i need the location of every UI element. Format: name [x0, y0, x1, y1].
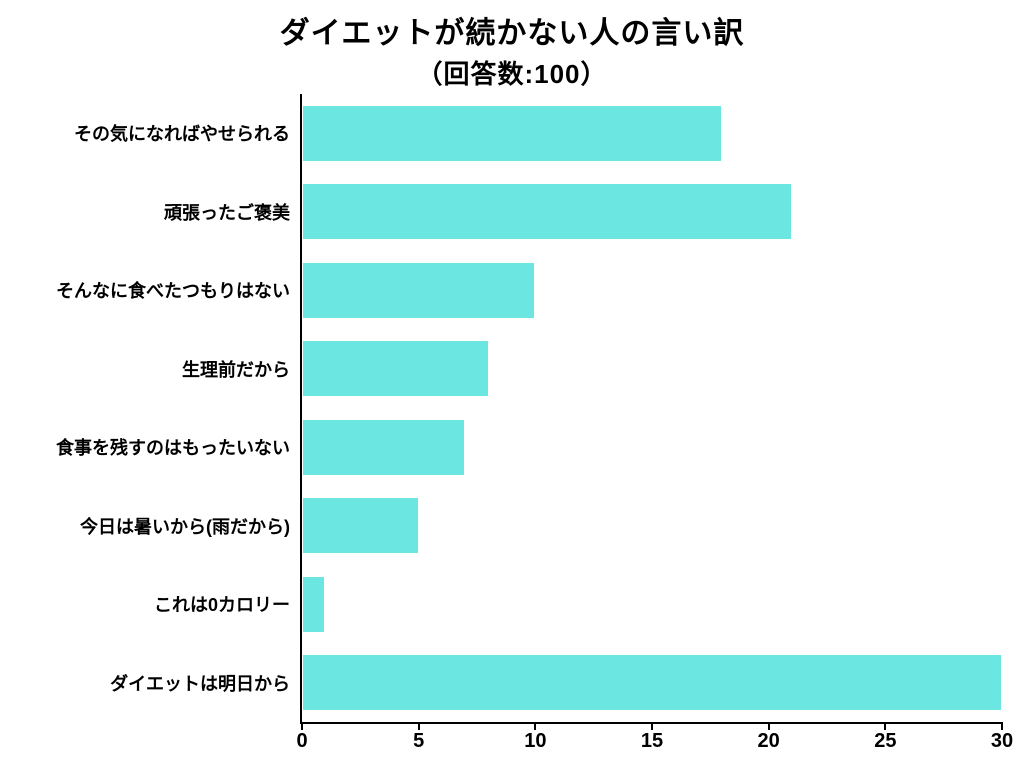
plot-area: その気になればやせられる頑張ったご褒美そんなに食べたつもりはない生理前だから食事…	[302, 94, 1002, 722]
bar	[302, 183, 792, 240]
y-axis-label: これは0カロリー	[154, 591, 302, 617]
bar	[302, 576, 325, 633]
y-axis-label: 食事を残すのはもったいない	[56, 434, 302, 460]
chart-container: ダイエットが続かない人の言い訳 （回答数:100） その気になればやせられる頑張…	[0, 0, 1024, 768]
bar	[302, 105, 722, 162]
bar	[302, 654, 1002, 711]
y-axis-line	[300, 94, 302, 724]
x-tick-label: 15	[641, 722, 663, 753]
x-tick-label: 0	[296, 722, 307, 753]
bar	[302, 419, 465, 476]
chart-title-block: ダイエットが続かない人の言い訳 （回答数:100）	[0, 0, 1024, 91]
x-tick-label: 25	[874, 722, 896, 753]
x-tick-label: 30	[991, 722, 1013, 753]
y-axis-label: 今日は暑いから(雨だから)	[80, 513, 302, 539]
bar	[302, 262, 535, 319]
x-tick-label: 20	[758, 722, 780, 753]
y-axis-label: ダイエットは明日から	[110, 670, 302, 696]
y-axis-label: 生理前だから	[182, 356, 302, 382]
chart-title-sub: （回答数:100）	[0, 54, 1024, 91]
x-tick-label: 5	[413, 722, 424, 753]
bar	[302, 340, 489, 397]
bar	[302, 497, 419, 554]
x-tick-label: 10	[524, 722, 546, 753]
chart-title-main: ダイエットが続かない人の言い訳	[0, 8, 1024, 52]
y-axis-label: その気になればやせられる	[74, 120, 302, 146]
y-axis-label: そんなに食べたつもりはない	[56, 277, 302, 303]
y-axis-label: 頑張ったご褒美	[164, 199, 302, 225]
